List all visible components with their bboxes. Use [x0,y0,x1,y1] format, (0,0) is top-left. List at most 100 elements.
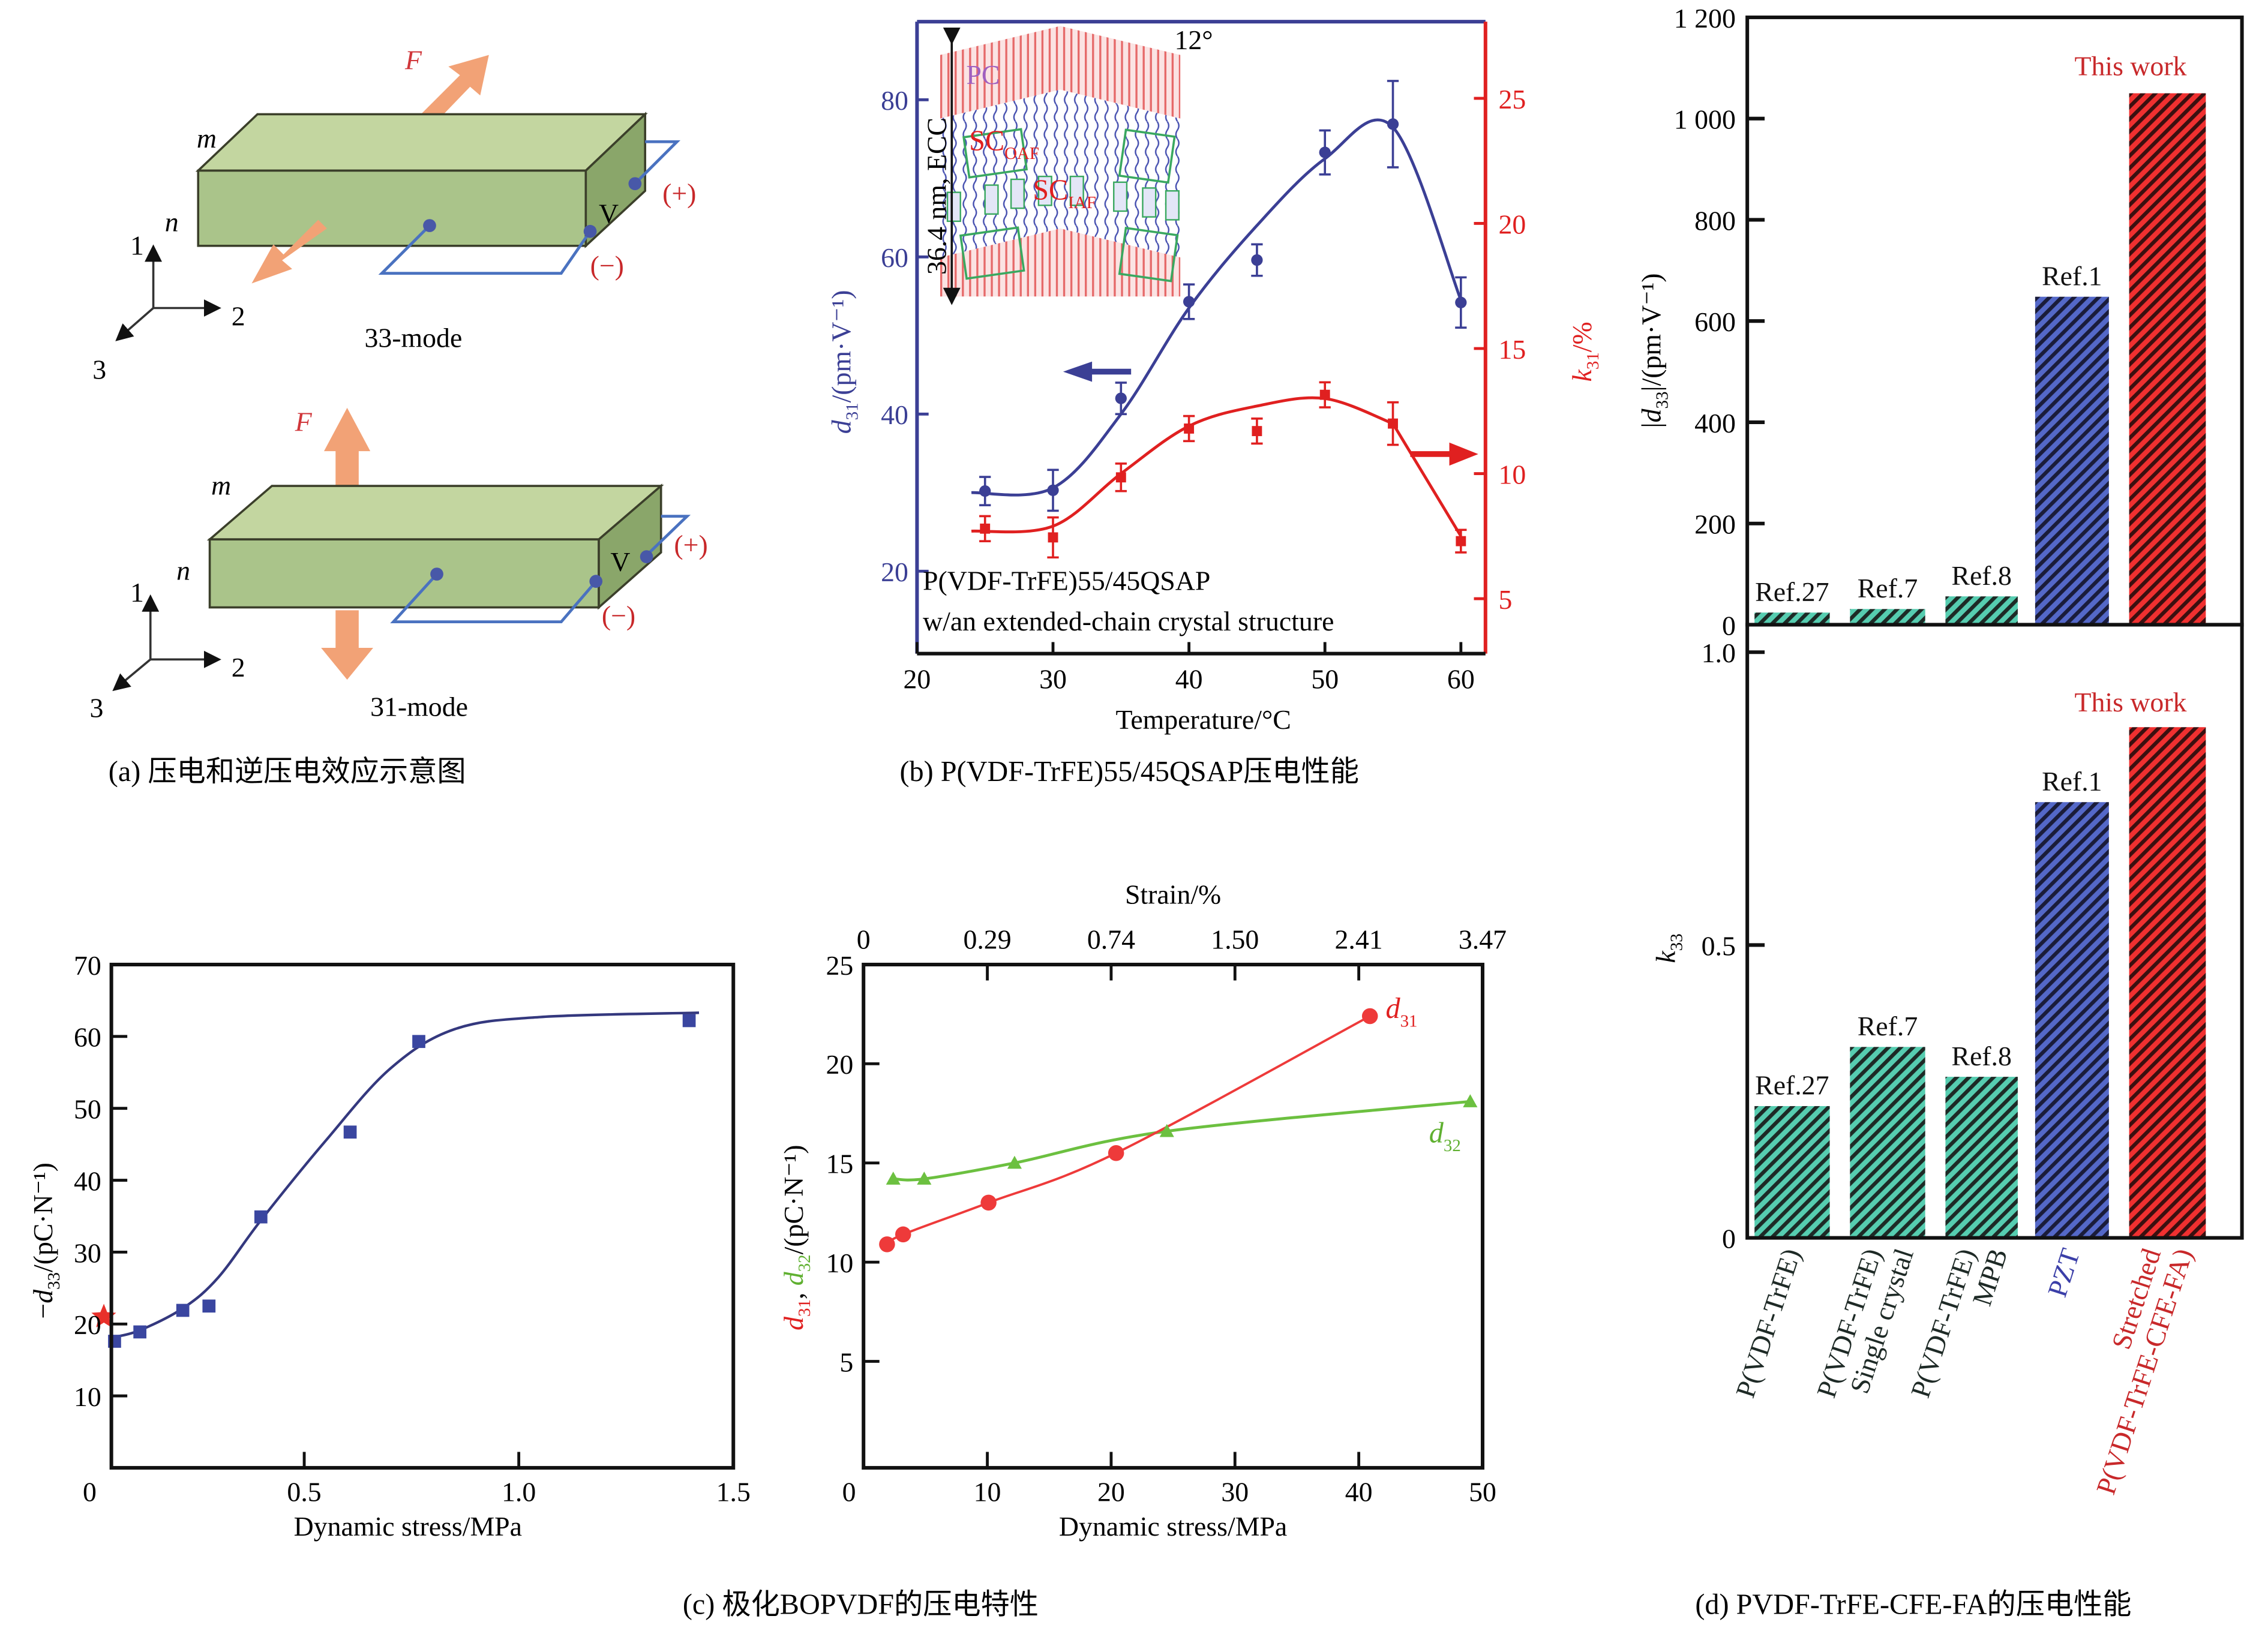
y-axis-label: d31, d32/(pC·N⁻¹) [778,1145,814,1330]
x-tick-label: 10 [974,1476,1001,1507]
data-point-d31 [1047,484,1059,496]
panel-a: F m n V (+) (−) 1 2 3 33-mode [89,45,707,788]
voltage-label: V [610,546,630,577]
chart-c1-ticks: 0 0.5 1.0 1.5 10 20 30 40 50 60 70 [74,950,751,1507]
chart-c1-plot [91,1011,700,1348]
y-tick-label: 0 [1722,610,1736,641]
bar [1754,1106,1830,1238]
data-point-k31 [1252,426,1262,437]
chart-b-ticks: 20 30 40 50 60 20 40 60 80 5 10 15 20 25 [881,84,1526,695]
y-tick-label: 1 000 [1674,104,1736,135]
y-tick-label: 40 [74,1166,101,1196]
y-left-tick-label: 80 [881,85,908,116]
y-tick-label: 50 [74,1094,101,1125]
force-label: F [404,45,422,76]
data-point-d31 [1319,146,1331,158]
force-arrow-icon [251,220,327,284]
chart-d2-ticks: 0 0.5 1.0 [1702,638,1765,1254]
block-front [208,538,600,609]
chart-c2-ticks: 0 10 20 30 40 50 0 0.29 0.74 1.50 2.41 3.47 5 10 15 20 2… [826,924,1507,1507]
inset-pc-bottom [940,228,1181,297]
data-point-d31 [1361,1008,1378,1025]
y-axis-label: k33 [1651,933,1687,963]
chart-d2-frame [1745,623,2244,1240]
x-axis-label: Dynamic stress/MPa [294,1511,522,1542]
inset-pc-label: PC [966,59,1000,90]
inset-pc-top [940,26,1181,119]
face-label-m: m [211,470,231,500]
chart-d1: Ref.27 Ref.7 Ref.8 Ref.1 This work 0 200 400 60… [1636,3,2244,641]
bar [1850,1047,1925,1238]
force-arrow-icon [324,407,371,495]
diagram-31-mode: F m n V (+) (−) 1 2 3 31-mode [89,406,707,723]
chart-b: 36.4 nm, ECC PC 12° SCOAF SCIAF 20 30 40 50… [826,20,1603,788]
y-left-tick-label: 40 [881,400,908,430]
data-point [176,1303,190,1317]
face-label-m: m [197,123,217,154]
y-tick-label: 0 [1722,1224,1736,1254]
category-labels: P(VDF-TrFE) P(VDF-TrFE)Single crystalP(VD… [1730,1245,2199,1498]
data-point-d31 [895,1226,911,1243]
x-tick-label: 0.5 [287,1476,321,1507]
y-tick-label: 10 [74,1381,101,1412]
data-point-k31 [1388,418,1398,429]
bar-label: Ref.27 [1755,1070,1829,1101]
voltage-label: V [599,198,619,229]
data-point-d32 [1159,1124,1174,1137]
axis-3-label: 3 [92,355,106,385]
bar [2129,727,2206,1238]
y-tick-label: 20 [826,1049,854,1080]
bar [1754,612,1830,625]
data-point [412,1035,425,1049]
bar [2035,802,2109,1238]
series-label-d31: d31 [1385,993,1417,1031]
y-axis-right-label: k31/% [1567,322,1603,382]
data-point-d32 [1463,1094,1478,1107]
y-right-tick-label: 25 [1499,84,1526,115]
data-point-k31 [1184,423,1195,434]
x-tick-label: 0 [842,1476,856,1507]
data-point-d32 [1007,1155,1022,1169]
axis-2-label: 2 [232,301,245,331]
mode-label: 31-mode [370,691,468,722]
force-label: F [295,406,313,437]
face-label-n: n [165,207,179,238]
chart-c2-plot [879,1008,1478,1252]
data-point-d31 [980,1194,997,1211]
chart-c1-frame [109,962,736,1470]
data-point [133,1325,146,1339]
block-front [197,169,587,247]
left-axis-arrow-icon [1063,361,1132,382]
caption-a: (a) 压电和逆压电效应示意图 [109,756,466,788]
block-side [584,112,646,248]
x2-tick-label: 1.50 [1211,924,1259,954]
caption-c: (c) 极化BOPVDF的压电特性 [683,1588,1039,1620]
x2-tick-label: 0.74 [1087,924,1135,954]
axis-1-label: 1 [130,230,144,260]
bar-label: Ref.7 [1858,573,1918,603]
bar-label: Ref.8 [1951,1041,2011,1071]
y-tick-label: 1 200 [1674,3,1736,34]
y-tick-label: 70 [74,950,101,981]
data-point-d31 [979,485,991,497]
data-point-d32 [886,1172,901,1185]
data-point-d31 [1387,118,1399,130]
y-left-tick-label: 60 [881,242,908,273]
y-axis-label: |d33|/(pm·V⁻¹) [1636,273,1672,428]
bar-label: This work [2074,50,2186,81]
bar [1945,1077,2018,1238]
y-tick-label: 15 [826,1149,854,1179]
category-label: PZT [2041,1245,2086,1300]
x-tick-label: 0 [83,1476,97,1507]
y-left-tick-label: 20 [881,557,908,587]
bar [2035,296,2109,625]
bar-label: Ref.1 [2042,766,2102,797]
wire [645,515,691,557]
crystal-block [959,226,1025,280]
chart-b-plot [971,80,1478,559]
wire [390,573,598,624]
x2-axis-label: Strain/% [1125,879,1221,910]
inset-structure: 36.4 nm, ECC PC 12° SCOAF SCIAF [922,25,1213,305]
x-tick-label: 40 [1175,664,1203,695]
x-axis-label: Dynamic stress/MPa [1059,1511,1287,1542]
